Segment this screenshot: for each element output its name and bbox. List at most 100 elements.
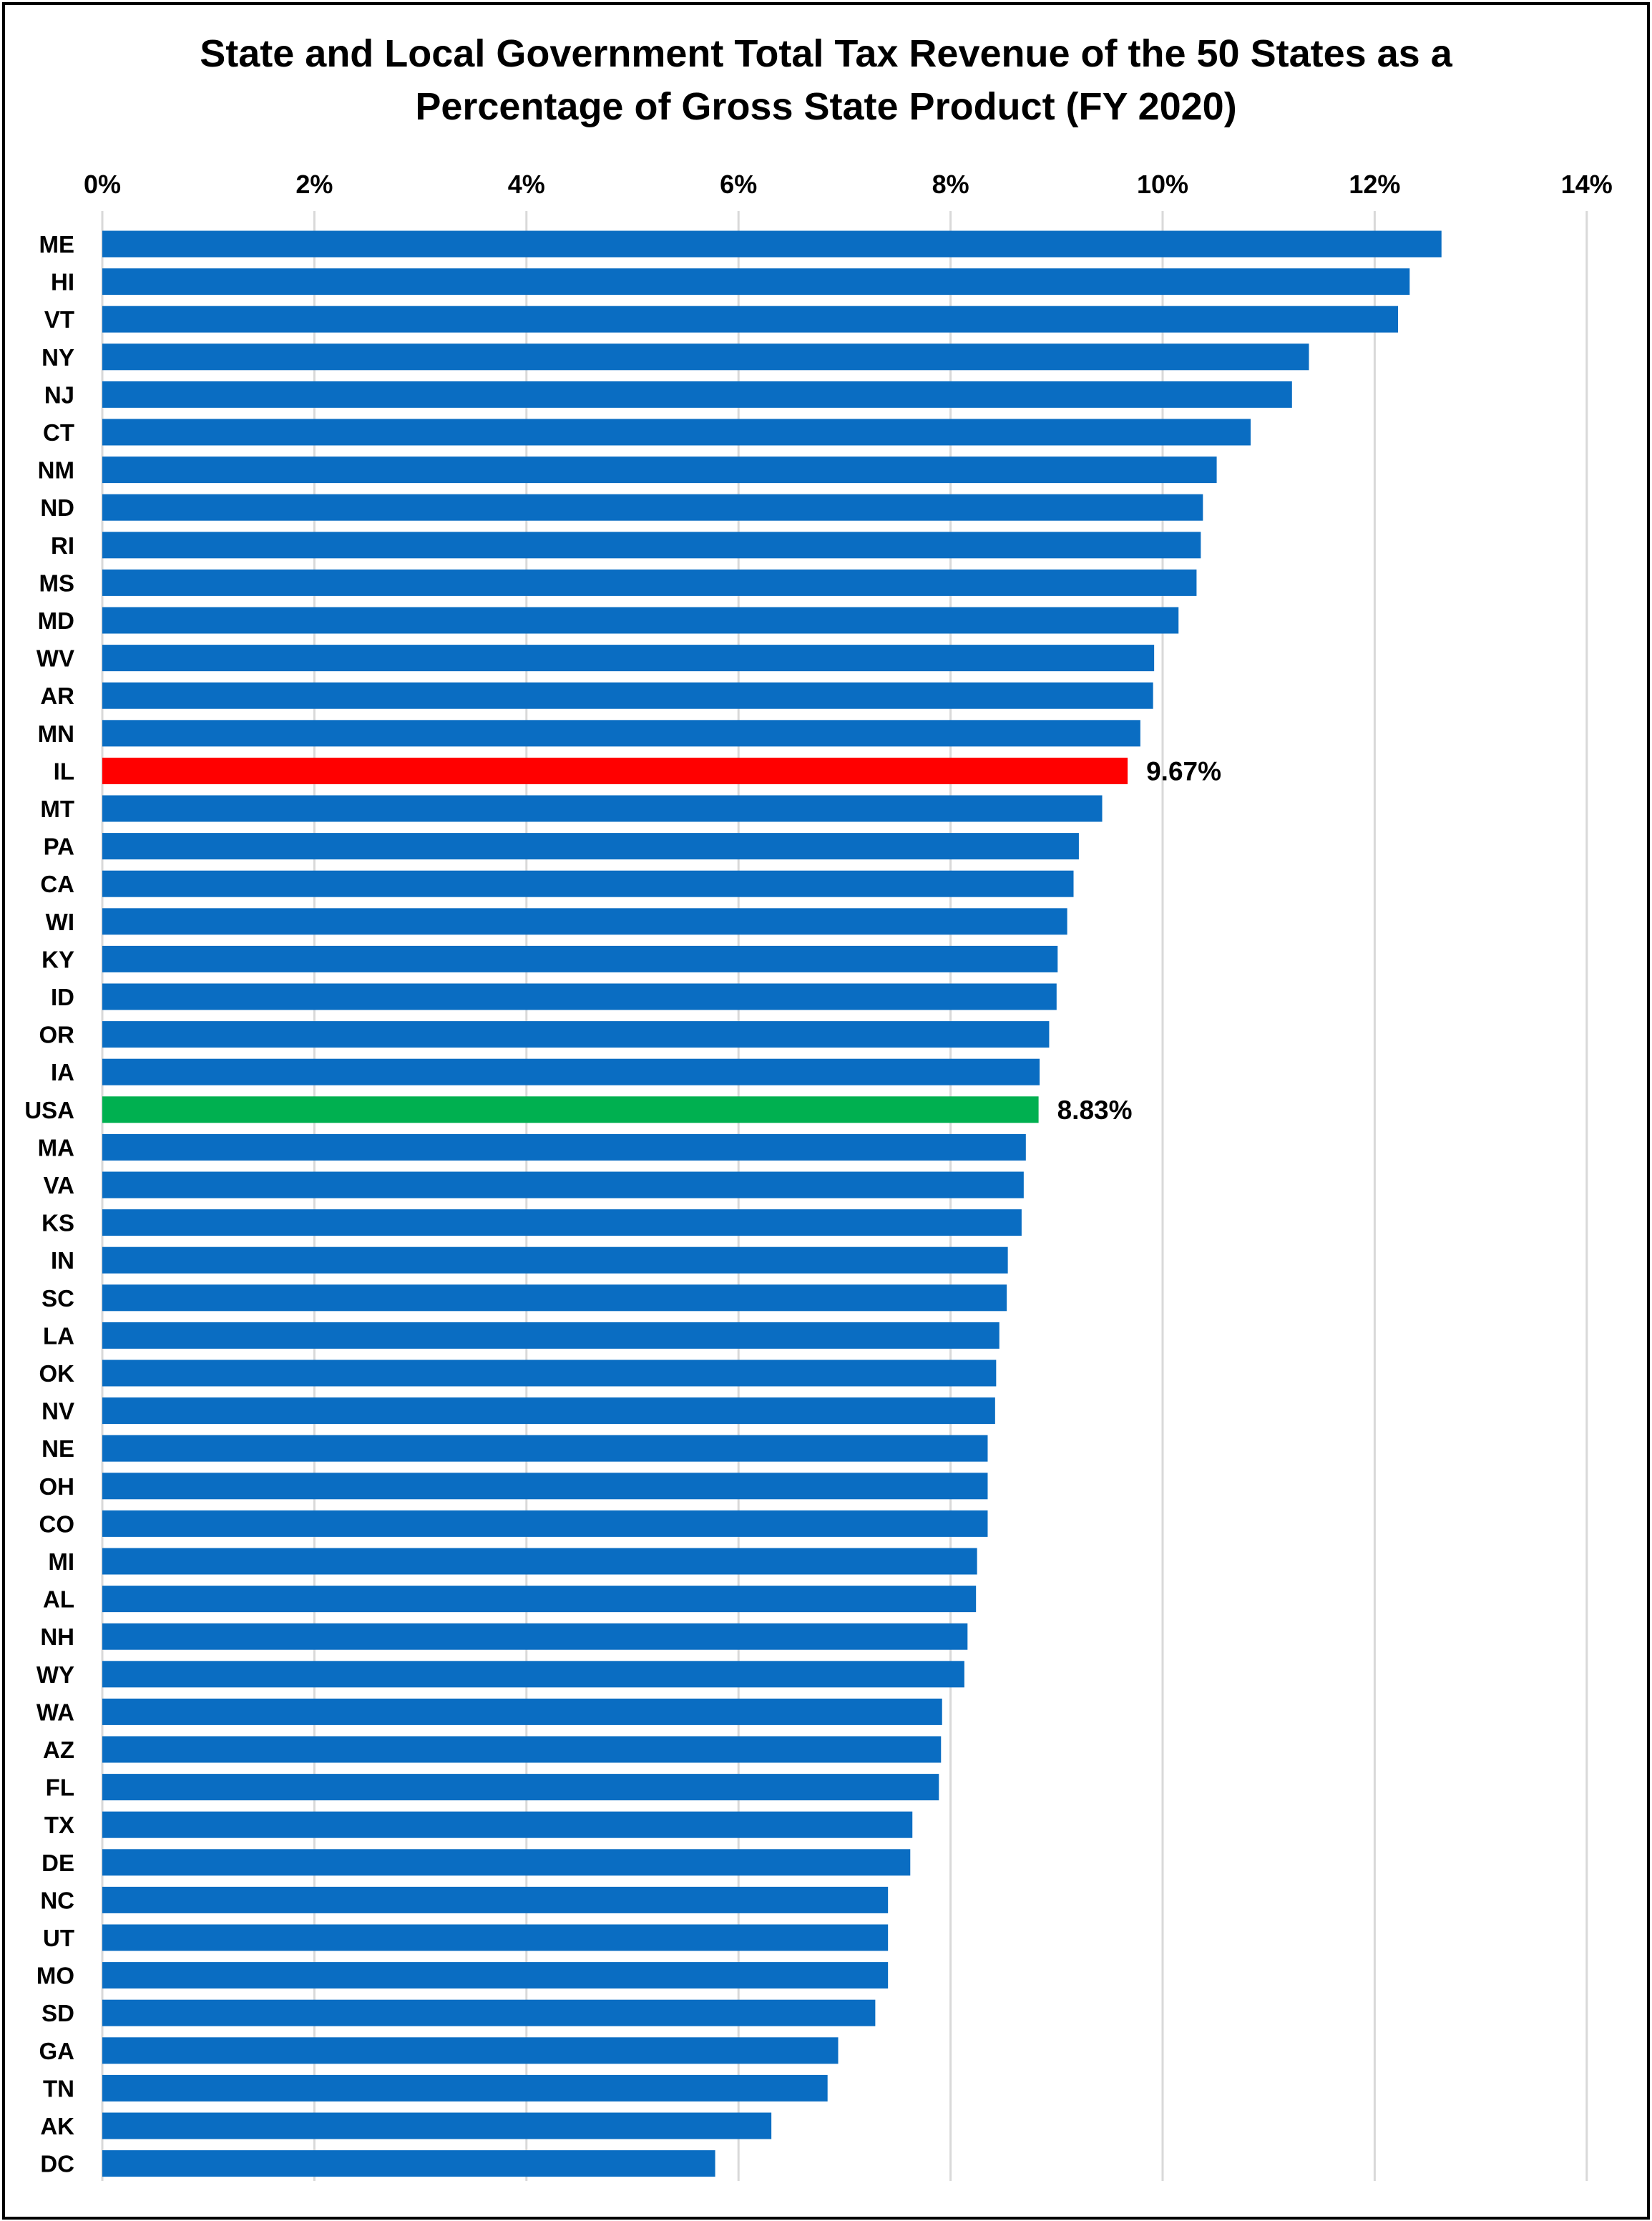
bar-wi xyxy=(102,908,1067,935)
category-label-nj: NJ xyxy=(44,381,74,408)
category-label-sd: SD xyxy=(41,2000,74,2026)
category-label-al: AL xyxy=(43,1586,74,1613)
category-label-wa: WA xyxy=(36,1699,74,1725)
bar-co xyxy=(102,1510,988,1537)
bar-me xyxy=(102,230,1442,258)
bar-ks xyxy=(102,1209,1022,1236)
category-label-mt: MT xyxy=(40,796,74,822)
category-label-mi: MI xyxy=(48,1548,74,1575)
category-label-va: VA xyxy=(44,1172,74,1199)
category-labels: ME HI VT NY NJ CT NM ND RI MS MD WV AR MN IL MT PA CA WI KY… xyxy=(24,231,74,2177)
category-label-il: IL xyxy=(54,758,74,784)
bar-wy xyxy=(102,1661,964,1688)
bar-ca xyxy=(102,870,1074,897)
bar-fl xyxy=(102,1774,939,1801)
bar-nm xyxy=(102,457,1217,484)
bar-il xyxy=(102,757,1128,784)
bar-ny xyxy=(102,343,1309,371)
category-label-oh: OH xyxy=(39,1473,75,1500)
category-label-az: AZ xyxy=(43,1737,74,1763)
bar-ak xyxy=(102,2112,772,2139)
bar-ar xyxy=(102,682,1153,709)
bar-nd xyxy=(102,494,1203,521)
category-label-de: DE xyxy=(41,1850,74,1876)
bar-ut xyxy=(102,1924,889,1951)
bar-sc xyxy=(102,1284,1007,1312)
x-axis-ticks: 0% 2% 4% 6% 8% 10% 12% 14% xyxy=(84,170,1613,199)
bar-usa xyxy=(102,1096,1039,1123)
category-label-id: ID xyxy=(51,984,74,1010)
x-tick-label: 8% xyxy=(932,170,969,199)
bar-al xyxy=(102,1586,977,1613)
category-label-or: OR xyxy=(39,1022,75,1048)
category-label-sc: SC xyxy=(41,1285,74,1312)
bar-vt xyxy=(102,306,1399,333)
x-tick-label: 14% xyxy=(1561,170,1613,199)
bar-nv xyxy=(102,1397,995,1425)
category-label-wv: WV xyxy=(36,645,74,672)
category-label-mn: MN xyxy=(38,721,74,747)
bar-tn xyxy=(102,2074,828,2102)
bar-or xyxy=(102,1021,1050,1048)
category-label-ia: IA xyxy=(51,1059,74,1085)
category-label-me: ME xyxy=(39,231,75,258)
category-label-pa: PA xyxy=(44,834,74,860)
bar-ms xyxy=(102,569,1197,596)
category-label-tx: TX xyxy=(44,1812,74,1838)
x-tick-label: 10% xyxy=(1137,170,1188,199)
category-label-ut: UT xyxy=(43,1925,74,1951)
category-label-ct: CT xyxy=(43,419,74,446)
bar-ky xyxy=(102,945,1058,972)
category-label-ky: KY xyxy=(41,946,74,972)
category-label-ny: NY xyxy=(41,344,74,371)
bar-ct xyxy=(102,419,1251,446)
category-label-la: LA xyxy=(43,1322,74,1349)
bar-wa xyxy=(102,1698,942,1725)
bar-hi xyxy=(102,268,1410,296)
bar-ga xyxy=(102,2037,839,2064)
bar-mt xyxy=(102,795,1103,822)
category-label-ks: KS xyxy=(41,1210,74,1236)
category-label-wy: WY xyxy=(36,1661,74,1688)
x-tick-label: 12% xyxy=(1349,170,1400,199)
category-label-ri: RI xyxy=(51,532,74,559)
category-label-ok: OK xyxy=(39,1360,75,1387)
bar-wv xyxy=(102,645,1155,672)
category-label-ma: MA xyxy=(38,1134,74,1161)
bar-dc xyxy=(102,2150,715,2177)
bar-ne xyxy=(102,1435,988,1462)
bar-oh xyxy=(102,1473,988,1500)
category-label-tn: TN xyxy=(43,2075,74,2102)
category-label-vt: VT xyxy=(44,306,74,333)
category-label-ms: MS xyxy=(39,570,75,596)
bar-mo xyxy=(102,1962,889,1989)
bar-nc xyxy=(102,1886,889,1913)
category-label-ga: GA xyxy=(39,2038,75,2064)
x-tick-label: 0% xyxy=(84,170,121,199)
bar-nj xyxy=(102,381,1292,408)
x-tick-label: 4% xyxy=(508,170,545,199)
category-label-wi: WI xyxy=(46,909,74,935)
category-label-nv: NV xyxy=(41,1398,74,1425)
category-label-nh: NH xyxy=(40,1624,74,1650)
category-label-co: CO xyxy=(39,1510,75,1537)
category-label-ca: CA xyxy=(40,871,74,897)
category-label-mo: MO xyxy=(36,1963,74,1989)
x-tick-label: 6% xyxy=(720,170,757,199)
category-label-ne: NE xyxy=(41,1435,74,1462)
category-label-fl: FL xyxy=(46,1775,74,1801)
category-label-dc: DC xyxy=(40,2151,74,2177)
bar-mi xyxy=(102,1548,977,1575)
category-label-nc: NC xyxy=(40,1887,74,1913)
bar-va xyxy=(102,1171,1024,1199)
bar-la xyxy=(102,1322,999,1349)
bar-sd xyxy=(102,1999,876,2026)
category-label-ak: AK xyxy=(40,2113,74,2139)
bar-nh xyxy=(102,1623,968,1650)
bar-md xyxy=(102,607,1179,634)
category-label-nm: NM xyxy=(38,457,74,484)
bar-ok xyxy=(102,1360,997,1387)
category-label-ar: AR xyxy=(40,683,74,709)
